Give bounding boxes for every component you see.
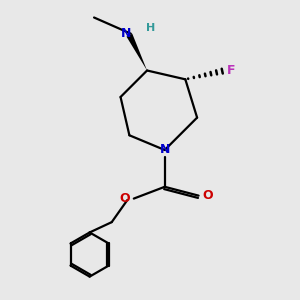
Text: O: O — [202, 189, 213, 202]
Text: N: N — [160, 143, 170, 157]
Text: O: O — [120, 192, 130, 205]
Polygon shape — [127, 34, 147, 70]
Text: F: F — [226, 64, 235, 77]
Text: N: N — [122, 27, 132, 40]
Text: H: H — [146, 23, 155, 33]
